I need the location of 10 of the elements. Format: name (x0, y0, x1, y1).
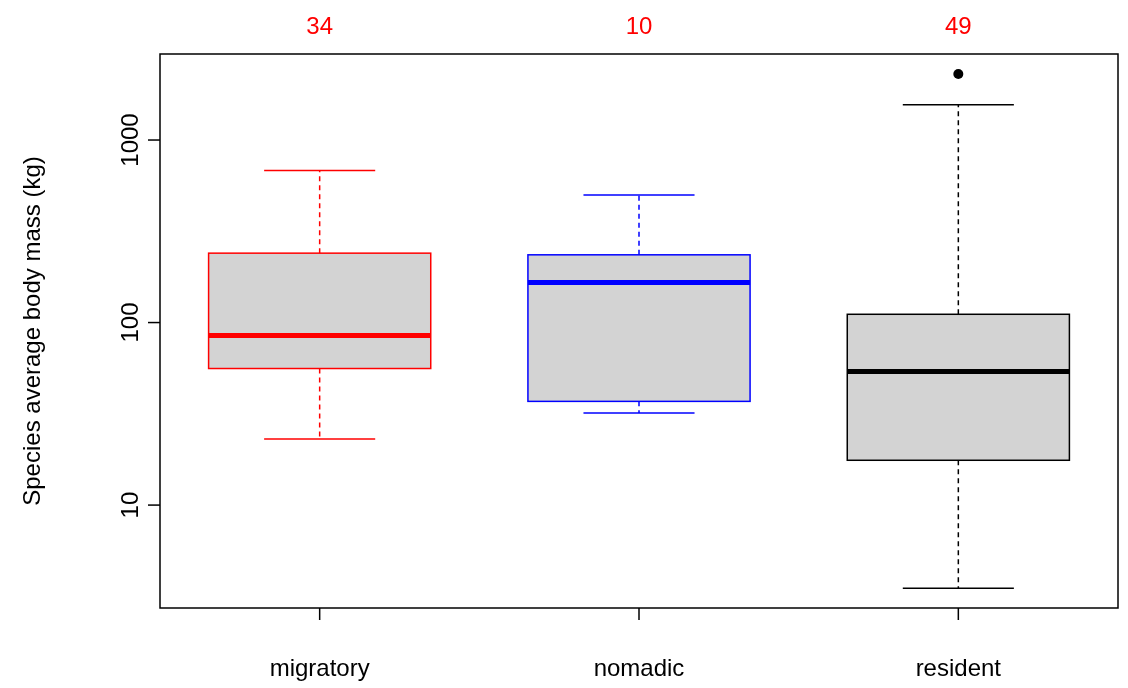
text: 49 (944, 12, 972, 39)
y-tick-label: 1000 (116, 113, 143, 167)
y-tick-label: 100 (116, 302, 143, 343)
text: 10 (625, 12, 653, 39)
x-tick-label: resident (915, 654, 1002, 681)
y-tick-label: 10 (116, 491, 143, 519)
y-axis-title: Species average body mass (kg) (18, 156, 45, 506)
text: 34 (306, 12, 334, 39)
x-tick-label: migratory (269, 654, 370, 681)
x-tick-label: nomadic (593, 654, 685, 681)
